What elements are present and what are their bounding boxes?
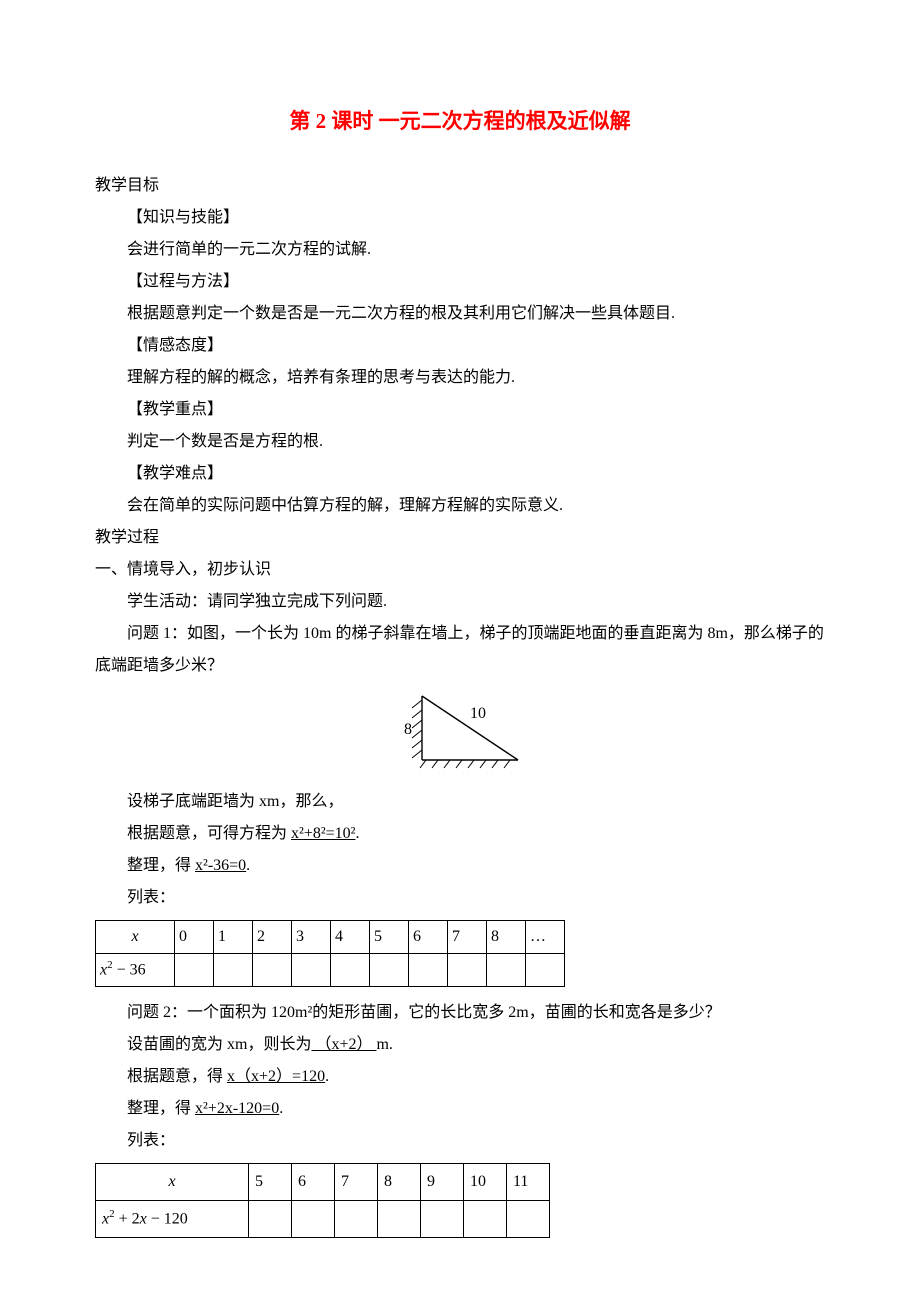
- body-text: 根据题意判定一个数是否是一元二次方程的根及其利用它们解决一些具体题目.: [95, 298, 825, 330]
- table-cell: 5: [249, 1164, 292, 1201]
- table-cell: [292, 954, 331, 987]
- table-cell: [253, 954, 292, 987]
- table-cell: [175, 954, 214, 987]
- table-cell: [421, 1201, 464, 1238]
- subsection-heading: 一、情境导入，初步认识: [95, 554, 825, 586]
- page-title: 第 2 课时 一元二次方程的根及近似解: [95, 100, 825, 142]
- subsection-heading: 【情感态度】: [95, 330, 825, 362]
- table-cell: 6: [292, 1164, 335, 1201]
- table-cell: [331, 954, 370, 987]
- body-text: 列表：: [95, 1125, 825, 1157]
- body-text: 列表：: [95, 882, 825, 914]
- body-text: 理解方程的解的概念，培养有条理的思考与表达的能力.: [95, 362, 825, 394]
- text-fragment: .: [279, 1100, 283, 1117]
- table-cell: 4: [331, 921, 370, 954]
- body-text: 整理，得 x²-36=0.: [95, 850, 825, 882]
- table-cell: 0: [175, 921, 214, 954]
- subsection-heading: 【知识与技能】: [95, 202, 825, 234]
- text-fragment: 根据题意，得: [127, 1068, 227, 1085]
- body-text: 学生活动：请同学独立完成下列问题.: [95, 586, 825, 618]
- triangle-hyp-label: 10: [470, 705, 486, 722]
- question-text: 问题 2：一个面积为 120m²的矩形苗圃，它的长比宽多 2m，苗圃的长和宽各是…: [95, 997, 825, 1029]
- table-cell: [370, 954, 409, 987]
- text-fragment: 根据题意，可得方程为: [127, 825, 291, 842]
- body-text: 根据题意，可得方程为 x²+8²=10².: [95, 818, 825, 850]
- table-cell: [448, 954, 487, 987]
- body-text: 设苗圃的宽为 xm，则长为 （x+2） m.: [95, 1029, 825, 1061]
- section-heading: 教学目标: [95, 170, 825, 202]
- text-fragment: 设苗圃的宽为 xm，则长为: [127, 1036, 311, 1053]
- table-cell: 8: [487, 921, 526, 954]
- table-cell: 7: [448, 921, 487, 954]
- body-text: 设梯子底端距墙为 xm，那么，: [95, 786, 825, 818]
- body-text: 会在简单的实际问题中估算方程的解，理解方程解的实际意义.: [95, 490, 825, 522]
- table-cell: x: [96, 921, 175, 954]
- data-table-1: x012345678… x2 − 36: [95, 920, 565, 987]
- subsection-heading: 【教学难点】: [95, 458, 825, 490]
- table-cell: 10: [464, 1164, 507, 1201]
- section-heading: 教学过程: [95, 522, 825, 554]
- equation-underline: x²+8²=10²: [291, 825, 355, 842]
- table-cell: [409, 954, 448, 987]
- text-fragment: .: [246, 857, 250, 874]
- data-table-2: x567891011 x2 + 2x − 120: [95, 1163, 550, 1238]
- triangle-figure: 8 10: [95, 690, 825, 782]
- table-cell: [378, 1201, 421, 1238]
- table-cell: [464, 1201, 507, 1238]
- text-fragment: 整理，得: [127, 857, 195, 874]
- table-cell: [335, 1201, 378, 1238]
- body-text: 会进行简单的一元二次方程的试解.: [95, 234, 825, 266]
- subsection-heading: 【过程与方法】: [95, 266, 825, 298]
- table-cell: 5: [370, 921, 409, 954]
- table-cell: 1: [214, 921, 253, 954]
- table-cell: …: [526, 921, 565, 954]
- text-fragment: .: [355, 825, 359, 842]
- table-cell: 6: [409, 921, 448, 954]
- triangle-left-label: 8: [404, 721, 412, 738]
- table-cell: x2 − 36: [96, 954, 175, 987]
- expression-underline: （x+2）: [311, 1036, 376, 1053]
- table-cell: x: [96, 1164, 249, 1201]
- text-fragment: 整理，得: [127, 1100, 195, 1117]
- equation-underline: x²-36=0: [195, 857, 246, 874]
- text-fragment: m.: [376, 1036, 392, 1053]
- document-page: 第 2 课时 一元二次方程的根及近似解 教学目标 【知识与技能】 会进行简单的一…: [0, 0, 920, 1308]
- table-cell: 8: [378, 1164, 421, 1201]
- table-cell: [526, 954, 565, 987]
- table-cell: 9: [421, 1164, 464, 1201]
- table-cell: 2: [253, 921, 292, 954]
- body-text: 判定一个数是否是方程的根.: [95, 426, 825, 458]
- table-cell: [214, 954, 253, 987]
- body-text: 根据题意，得 x（x+2）=120.: [95, 1061, 825, 1093]
- equation-underline: x²+2x-120=0: [195, 1100, 279, 1117]
- table-cell: [487, 954, 526, 987]
- table-cell: 3: [292, 921, 331, 954]
- text-fragment: .: [325, 1068, 329, 1085]
- table-cell: [507, 1201, 550, 1238]
- table-cell: [249, 1201, 292, 1238]
- table-cell: x2 + 2x − 120: [96, 1201, 249, 1238]
- body-text: 整理，得 x²+2x-120=0.: [95, 1093, 825, 1125]
- equation-underline: x（x+2）=120: [227, 1068, 325, 1085]
- table-cell: 11: [507, 1164, 550, 1201]
- table-cell: [292, 1201, 335, 1238]
- triangle-svg: 8 10: [390, 690, 530, 770]
- question-text: 问题 1：如图，一个长为 10m 的梯子斜靠在墙上，梯子的顶端距地面的垂直距离为…: [95, 618, 825, 682]
- subsection-heading: 【教学重点】: [95, 394, 825, 426]
- table-cell: 7: [335, 1164, 378, 1201]
